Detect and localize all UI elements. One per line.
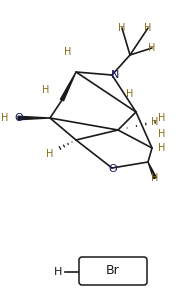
Text: H: H bbox=[158, 143, 166, 153]
Text: H: H bbox=[151, 173, 159, 183]
Polygon shape bbox=[18, 116, 50, 120]
Text: H: H bbox=[158, 113, 165, 123]
Text: H: H bbox=[1, 113, 9, 123]
Text: H: H bbox=[148, 43, 156, 53]
Text: O: O bbox=[15, 113, 23, 123]
Text: Br: Br bbox=[106, 265, 120, 278]
Text: H: H bbox=[46, 149, 54, 159]
Text: H: H bbox=[158, 129, 166, 139]
Text: H: H bbox=[126, 89, 134, 99]
Text: H: H bbox=[54, 267, 62, 277]
Text: H: H bbox=[118, 23, 126, 33]
FancyBboxPatch shape bbox=[79, 257, 147, 285]
Polygon shape bbox=[148, 162, 156, 178]
Text: H: H bbox=[151, 117, 159, 127]
Text: H: H bbox=[144, 23, 152, 33]
Text: N: N bbox=[111, 70, 119, 80]
Polygon shape bbox=[60, 72, 76, 101]
Text: H: H bbox=[64, 47, 72, 57]
Text: O: O bbox=[109, 164, 117, 174]
Text: H: H bbox=[42, 85, 50, 95]
